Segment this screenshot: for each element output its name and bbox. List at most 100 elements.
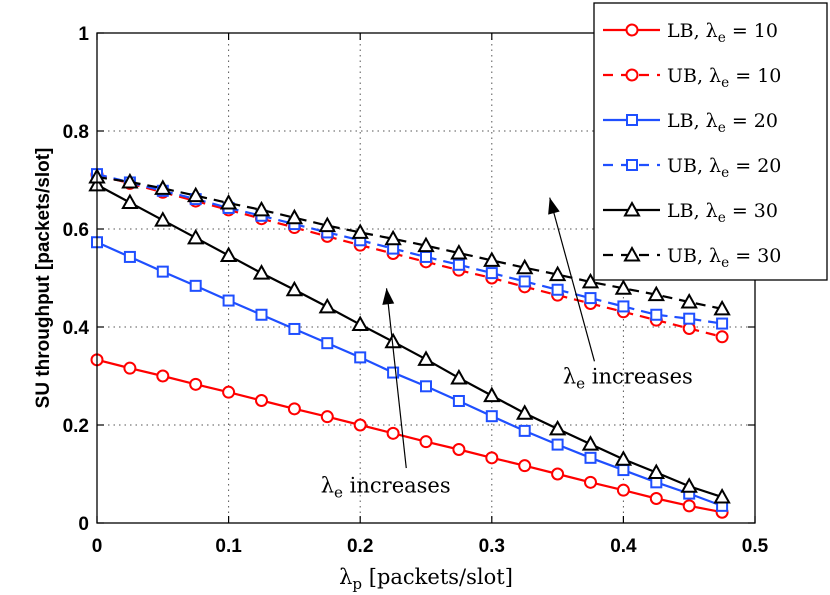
legend-label: LB, λe = 20 [667, 110, 778, 136]
legend-marker [623, 245, 641, 262]
data-point [715, 330, 729, 344]
x-tick-label: 0.5 [742, 536, 769, 557]
legend-marker [623, 200, 641, 217]
legend-entry-5: UB, λe = 30 [603, 245, 781, 271]
x-tick-label: 0 [92, 536, 103, 557]
data-point [222, 385, 236, 399]
data-point [121, 172, 139, 189]
axis-labels: λp [packets/slot] SU throughput [packets/… [33, 148, 513, 593]
legend: LB, λe = 10 UB, λe = 10 LB, λe = 20 UB, λe … [593, 2, 828, 281]
data-point [219, 246, 238, 262]
data-point [387, 366, 400, 379]
data-point [551, 283, 564, 296]
data-point [287, 402, 301, 416]
data-point [189, 377, 203, 391]
legend-box [593, 2, 828, 281]
data-point [548, 265, 567, 282]
data-point [420, 250, 432, 263]
data-point [551, 467, 565, 481]
data-point [450, 243, 468, 260]
legend-entry-4: LB, λe = 30 [603, 200, 778, 226]
annotations: λe increases λe increases [321, 197, 693, 502]
data-point [452, 394, 465, 407]
data-point [351, 223, 369, 239]
data-point [650, 308, 663, 321]
data-point [548, 419, 567, 436]
annotation-label-0: λe increases [563, 364, 693, 392]
data-point [716, 317, 729, 330]
data-point [318, 297, 337, 314]
y-axis-label: SU throughput [packets/slot] [33, 148, 54, 409]
data-point [485, 451, 499, 465]
data-point [581, 272, 600, 289]
data-point [123, 250, 136, 263]
x-axis-label: λp [packets/slot] [339, 565, 513, 593]
legend-label: LB, λe = 10 [667, 20, 778, 46]
data-point [680, 477, 698, 493]
data-point [617, 464, 630, 477]
data-point [515, 258, 534, 275]
y-tick-label: 0.8 [63, 122, 89, 143]
data-point [683, 312, 696, 325]
data-point [222, 294, 235, 307]
y-tick-label: 0.2 [63, 416, 89, 437]
data-point [156, 265, 169, 278]
data-point [713, 487, 731, 504]
legend-marker [626, 159, 638, 171]
data-point [647, 285, 666, 302]
data-point [680, 292, 698, 309]
data-point [584, 475, 597, 489]
data-point [156, 369, 170, 383]
data-point [353, 418, 367, 432]
legend-marker [625, 68, 639, 82]
data-point [647, 463, 666, 480]
data-point [154, 211, 172, 227]
data-point [649, 492, 663, 505]
data-point [219, 193, 238, 210]
x-tick-label: 0.4 [610, 536, 637, 557]
legend-label: UB, λe = 10 [667, 65, 781, 91]
x-tick-label: 0.3 [479, 536, 505, 557]
data-point [384, 229, 402, 246]
data-point [121, 193, 139, 210]
data-point [321, 337, 334, 350]
data-point [154, 179, 172, 195]
data-point [123, 361, 137, 375]
data-point [252, 200, 271, 217]
data-point [285, 208, 304, 225]
legend-entry-0: LB, λe = 10 [603, 20, 778, 46]
annotation-arrow-shaft [385, 288, 407, 469]
data-point [386, 426, 400, 440]
data-point [581, 435, 600, 451]
data-point [515, 404, 534, 420]
data-point [255, 394, 268, 407]
data-point [186, 228, 205, 245]
data-point [354, 351, 367, 364]
data-point [452, 443, 466, 456]
data-point [189, 279, 202, 292]
legend-marker [625, 23, 639, 37]
x-tick-label: 0.1 [215, 536, 242, 557]
y-tick-label: 0 [78, 514, 89, 535]
data-point [518, 424, 531, 437]
legend-entry-1: UB, λe = 10 [603, 65, 781, 91]
series-4 [88, 175, 731, 504]
data-point [483, 251, 501, 267]
data-point [419, 435, 433, 449]
data-point [584, 451, 597, 464]
data-point [518, 275, 531, 288]
data-point [318, 216, 337, 233]
data-point [450, 368, 468, 385]
data-point [417, 350, 435, 366]
data-point [417, 236, 435, 253]
x-tick-label: 0.2 [347, 536, 373, 557]
data-point [420, 380, 432, 393]
data-point [485, 267, 498, 280]
data-point [186, 186, 205, 203]
series-0 [90, 353, 729, 519]
data-point [351, 315, 369, 332]
grid [97, 33, 755, 523]
annotation-arrow-head [548, 197, 560, 215]
data-point [518, 459, 532, 473]
